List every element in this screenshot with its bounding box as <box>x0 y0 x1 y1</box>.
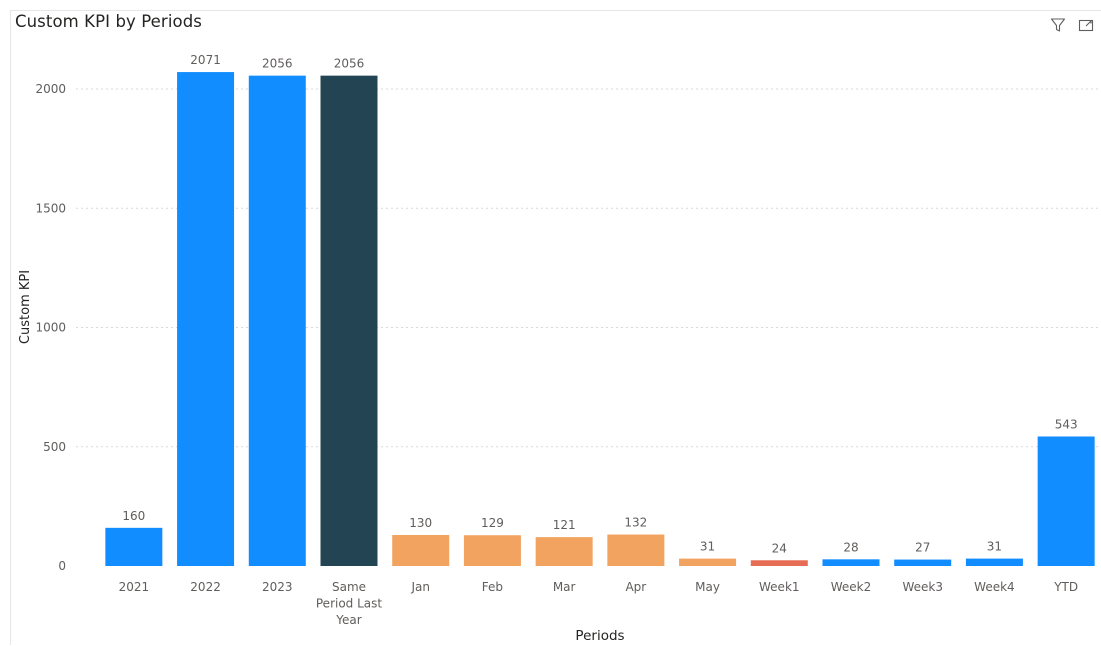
data-label: 27 <box>915 541 930 555</box>
y-axis-ticks: 0 500 1000 1500 2000 <box>35 82 66 573</box>
chart-title: Custom KPI by Periods <box>15 12 202 31</box>
data-labels: 160 2071 2056 2056 130 129 121 132 31 24 28 27 31 543 <box>122 53 1077 555</box>
x-tick-label: May <box>695 580 720 594</box>
bar[interactable] <box>965 558 1023 566</box>
data-label: 31 <box>700 540 715 554</box>
x-tick-label: Mar <box>553 580 576 594</box>
focus-mode-icon[interactable] <box>1077 16 1095 34</box>
bar[interactable] <box>894 559 952 566</box>
data-label: 130 <box>409 516 432 530</box>
bar[interactable] <box>463 535 521 566</box>
bar[interactable] <box>320 75 378 567</box>
data-label: 132 <box>624 516 647 530</box>
x-tick-label: 2022 <box>190 580 221 594</box>
data-label: 543 <box>1055 417 1078 431</box>
bar[interactable] <box>177 72 235 566</box>
x-tick-label: Week1 <box>759 580 800 594</box>
bar[interactable] <box>679 558 737 566</box>
bar[interactable] <box>607 534 665 566</box>
data-label: 24 <box>772 541 787 555</box>
x-tick-label: Feb <box>482 580 503 594</box>
filter-icon[interactable] <box>1049 16 1067 34</box>
data-label: 2056 <box>262 57 293 71</box>
bar[interactable] <box>822 559 880 566</box>
x-tick-label: Week4 <box>974 580 1015 594</box>
x-tick-label: Same Period Last Year <box>316 580 383 627</box>
data-label: 31 <box>987 540 1002 554</box>
x-tick-label: Apr <box>625 580 646 594</box>
x-tick-label: 2021 <box>119 580 150 594</box>
data-label: 160 <box>122 509 145 523</box>
bar[interactable] <box>1037 436 1095 566</box>
x-tick-label: Week2 <box>831 580 872 594</box>
x-tick-label: YTD <box>1053 580 1078 594</box>
x-axis-title: Periods <box>575 628 624 644</box>
x-axis-ticks: 2021 2022 2023 Same Period Last Year Jan Feb Mar… <box>119 580 1079 627</box>
y-axis-title: Custom KPI <box>18 270 33 344</box>
gridlines <box>76 88 1098 448</box>
data-label: 28 <box>843 540 858 554</box>
bars <box>105 72 1095 567</box>
y-tick-label: 2000 <box>35 82 66 96</box>
x-tick-label: Jan <box>410 580 430 594</box>
data-label: 121 <box>553 518 576 532</box>
y-tick-label: 1000 <box>35 321 66 335</box>
bar[interactable] <box>535 537 593 566</box>
bar[interactable] <box>392 534 450 566</box>
bar[interactable] <box>750 560 808 566</box>
visual-header-icons <box>1049 16 1095 34</box>
y-tick-label: 500 <box>43 440 66 454</box>
x-tick-label: Week3 <box>902 580 943 594</box>
bar[interactable] <box>248 75 306 567</box>
data-label: 129 <box>481 516 504 530</box>
x-tick-label: 2023 <box>262 580 293 594</box>
data-label: 2056 <box>334 57 365 71</box>
bar[interactable] <box>105 527 163 566</box>
y-tick-label: 0 <box>58 559 66 573</box>
y-tick-label: 1500 <box>35 201 66 215</box>
data-label: 2071 <box>190 53 221 67</box>
